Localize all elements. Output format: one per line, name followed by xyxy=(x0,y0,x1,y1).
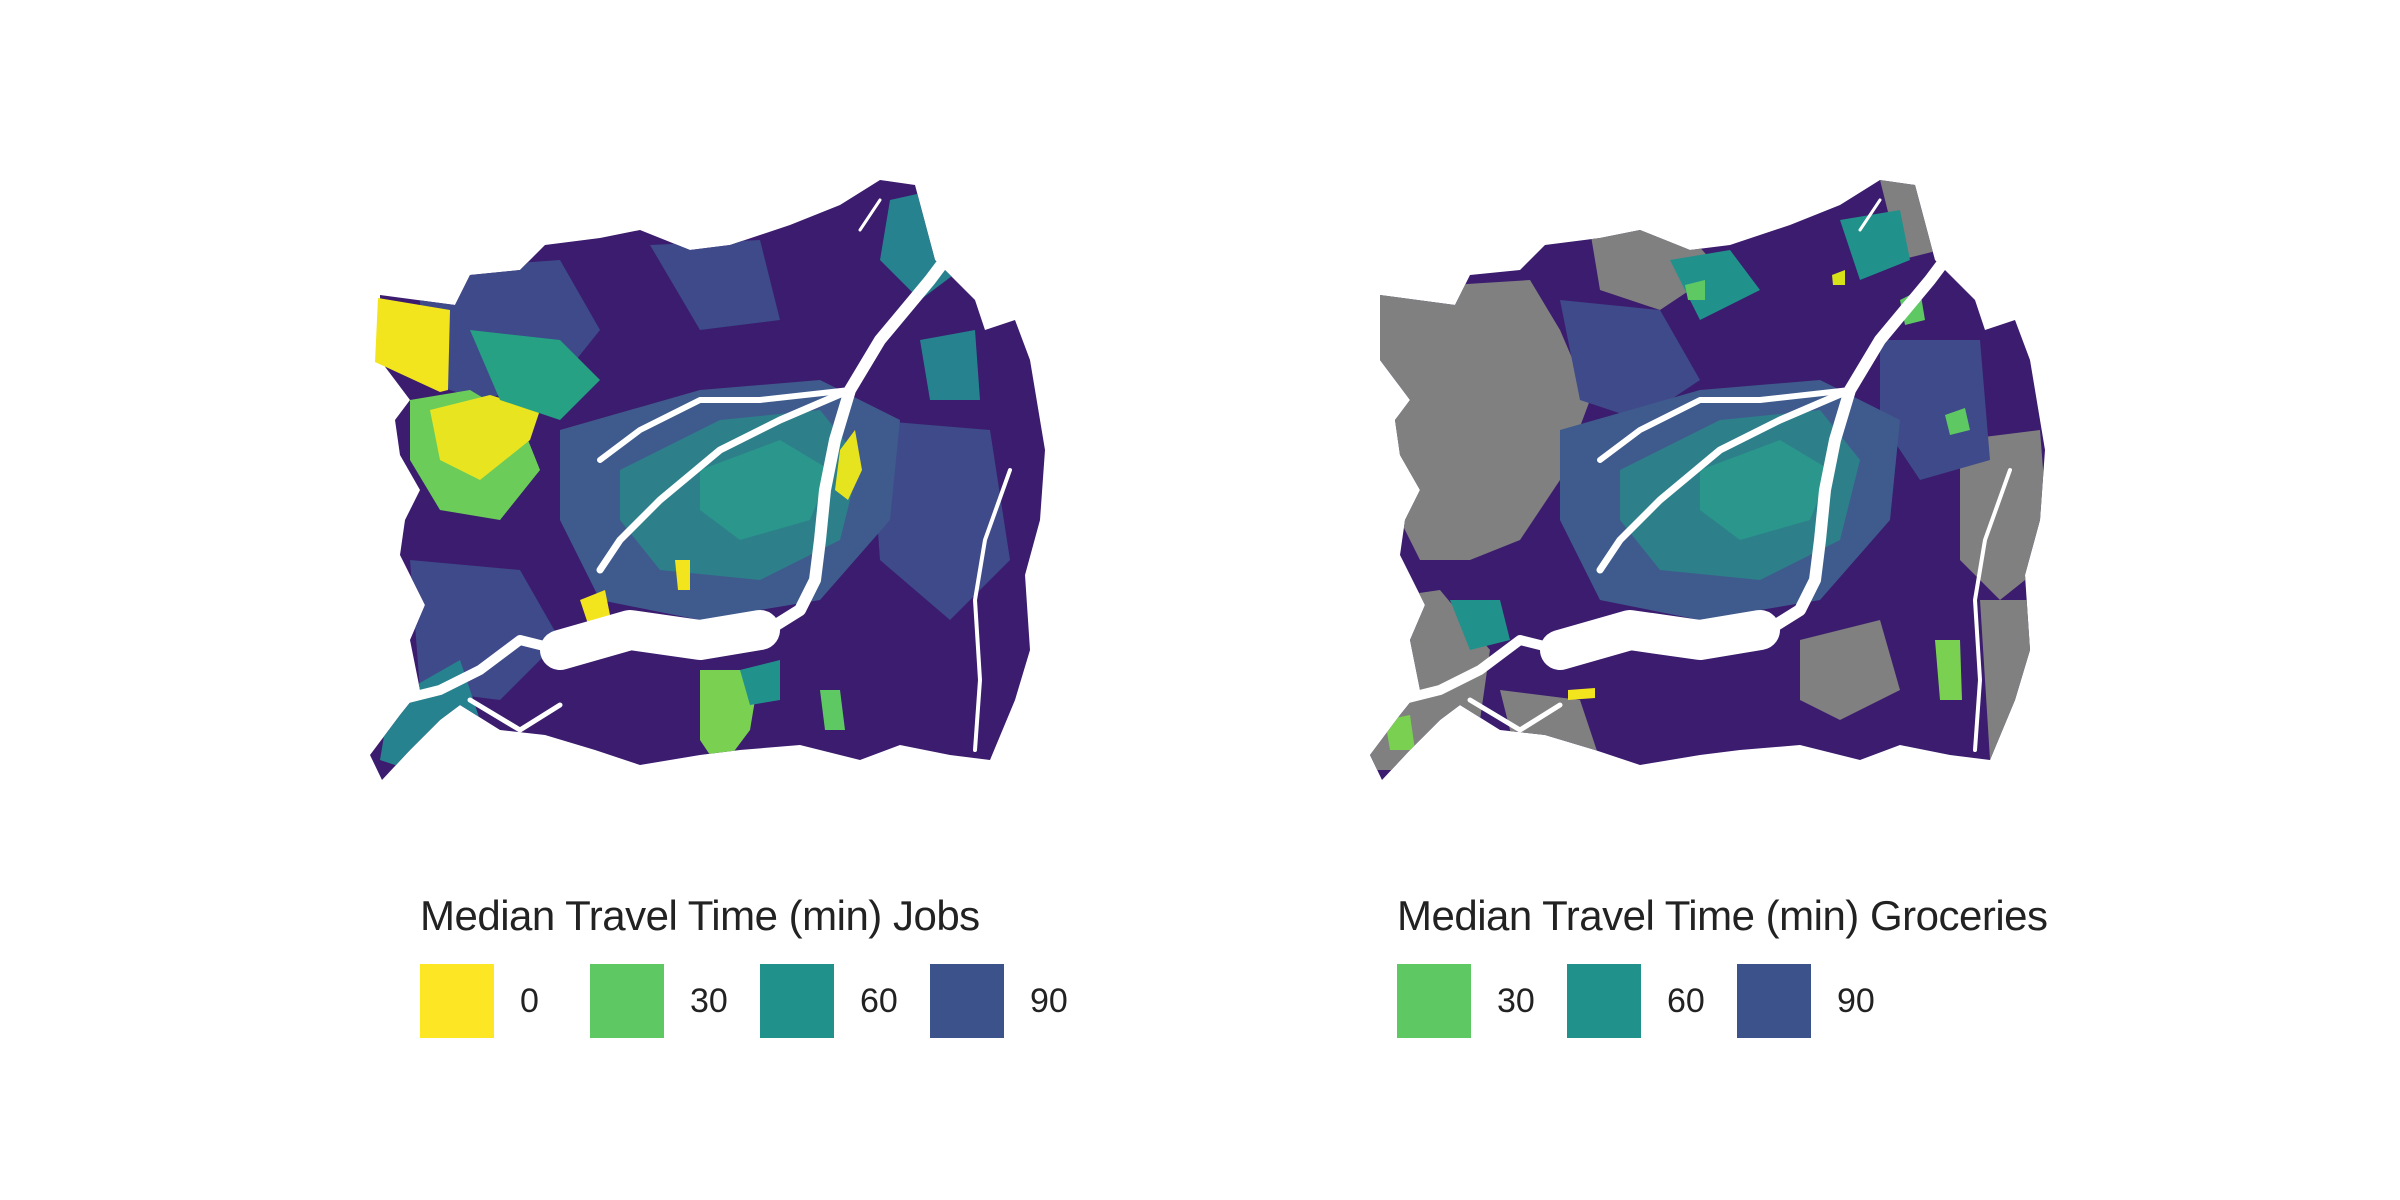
groceries-river-network xyxy=(1395,198,2012,752)
jobs-legend-key: 90 xyxy=(930,964,1076,1038)
groceries-zone-yellow-northeast xyxy=(1832,270,1845,285)
groceries-river-lake xyxy=(1540,610,1780,670)
groceries-legend-label: 90 xyxy=(1837,981,1875,1020)
groceries-zone-green-east xyxy=(1945,408,1970,435)
groceries-legend-key: 30 xyxy=(1397,964,1543,1038)
jobs-zone-teal-east xyxy=(920,330,980,400)
groceries-legend-swatch xyxy=(1567,964,1641,1038)
groceries-choropleth-map xyxy=(1370,180,2045,780)
jobs-zone-outer-blue-south xyxy=(410,560,560,700)
groceries-zone-inner-teal xyxy=(1700,440,1830,540)
jobs-zone-yellow-south-2 xyxy=(675,560,690,590)
jobs-legend-label: 60 xyxy=(860,981,898,1020)
groceries-river-east xyxy=(1973,468,2012,752)
groceries-legend-label: 30 xyxy=(1497,981,1535,1020)
jobs-zone-green-south-small xyxy=(820,690,845,730)
jobs-legend-swatch xyxy=(590,964,664,1038)
jobs-zone-yellow-west xyxy=(430,395,540,480)
jobs-river-southwest xyxy=(467,697,563,733)
jobs-legend-key: 30 xyxy=(590,964,736,1038)
jobs-legend-label: 90 xyxy=(1030,981,1068,1020)
groceries-zone-yellow-south xyxy=(1568,688,1595,700)
jobs-zone-outer-blue-east xyxy=(870,420,1010,620)
jobs-region-shapes xyxy=(370,180,1045,780)
jobs-river-northern-branch xyxy=(858,198,882,232)
jobs-river-west xyxy=(395,635,565,705)
jobs-river-north xyxy=(597,387,853,463)
groceries-legend-swatch xyxy=(1737,964,1811,1038)
groceries-river-west xyxy=(1395,635,1565,705)
groceries-zone-green-southeast xyxy=(1935,640,1962,700)
groceries-legend-key: 90 xyxy=(1737,964,1883,1038)
groceries-zone-green-north xyxy=(1685,280,1705,300)
jobs-legend-swatch xyxy=(760,964,834,1038)
jobs-zone-teal-west xyxy=(470,330,600,420)
jobs-river-upper xyxy=(596,386,854,574)
groceries-no-data-far-southeast xyxy=(1980,600,2040,760)
groceries-river-upper xyxy=(1596,386,1854,574)
jobs-legend-key: 60 xyxy=(760,964,906,1038)
jobs-river-main xyxy=(754,234,966,641)
groceries-zone-teal-northeast xyxy=(1840,210,1910,280)
jobs-zone-yellow-northwest xyxy=(375,298,450,392)
groceries-legend-title: Median Travel Time (min) Groceries xyxy=(1397,892,2048,939)
jobs-zone-green-south xyxy=(700,670,760,770)
groceries-region-shapes xyxy=(1370,180,2045,780)
groceries-zone-teal-north xyxy=(1670,250,1760,320)
groceries-zone-outer-blue xyxy=(1560,300,1700,420)
groceries-legend-label: 60 xyxy=(1667,981,1705,1020)
groceries-zone-teal-southwest xyxy=(1450,600,1510,650)
groceries-zone-green-southwest xyxy=(1385,715,1415,750)
jobs-zone-teal-south xyxy=(740,660,780,705)
groceries-legend-keys: 30 60 90 xyxy=(1397,964,2048,1038)
jobs-zone-yellow-island xyxy=(835,430,862,500)
groceries-legend-key: 60 xyxy=(1567,964,1713,1038)
jobs-river-lake xyxy=(540,610,780,670)
groceries-legend-swatch xyxy=(1397,964,1471,1038)
groceries-no-data-west xyxy=(1370,280,1590,560)
jobs-legend-title: Median Travel Time (min) Jobs xyxy=(420,892,980,939)
jobs-legend-swatch xyxy=(420,964,494,1038)
groceries-river-southwest xyxy=(1467,697,1563,733)
groceries-zone-outer-blue-east xyxy=(1880,340,1990,480)
jobs-choropleth-map xyxy=(370,180,1045,780)
jobs-river-east xyxy=(973,468,1012,752)
jobs-zone-inner-teal xyxy=(700,440,830,540)
groceries-legend: Median Travel Time (min) Groceries 30 60… xyxy=(1397,890,2048,1038)
groceries-no-data-southeast xyxy=(1800,620,1900,720)
groceries-river-main xyxy=(1754,234,1966,641)
jobs-legend-label: 30 xyxy=(690,981,728,1020)
jobs-legend-keys: 0 30 60 90 xyxy=(420,964,1100,1038)
groceries-river-north xyxy=(1597,387,1853,463)
groceries-river-northern-branch xyxy=(1858,198,1882,232)
jobs-zone-outer-blue-north xyxy=(650,240,780,330)
jobs-legend-key: 0 xyxy=(420,964,566,1038)
jobs-legend-label: 0 xyxy=(520,981,539,1020)
groceries-map-panel: Median Travel Time (min) Groceries 30 60… xyxy=(1200,0,2400,1200)
jobs-river-network xyxy=(395,198,1012,752)
jobs-legend-swatch xyxy=(930,964,1004,1038)
jobs-map-panel: Median Travel Time (min) Jobs 0 30 60 90 xyxy=(370,180,1100,1038)
jobs-legend: Median Travel Time (min) Jobs 0 30 60 90 xyxy=(420,890,1100,1038)
